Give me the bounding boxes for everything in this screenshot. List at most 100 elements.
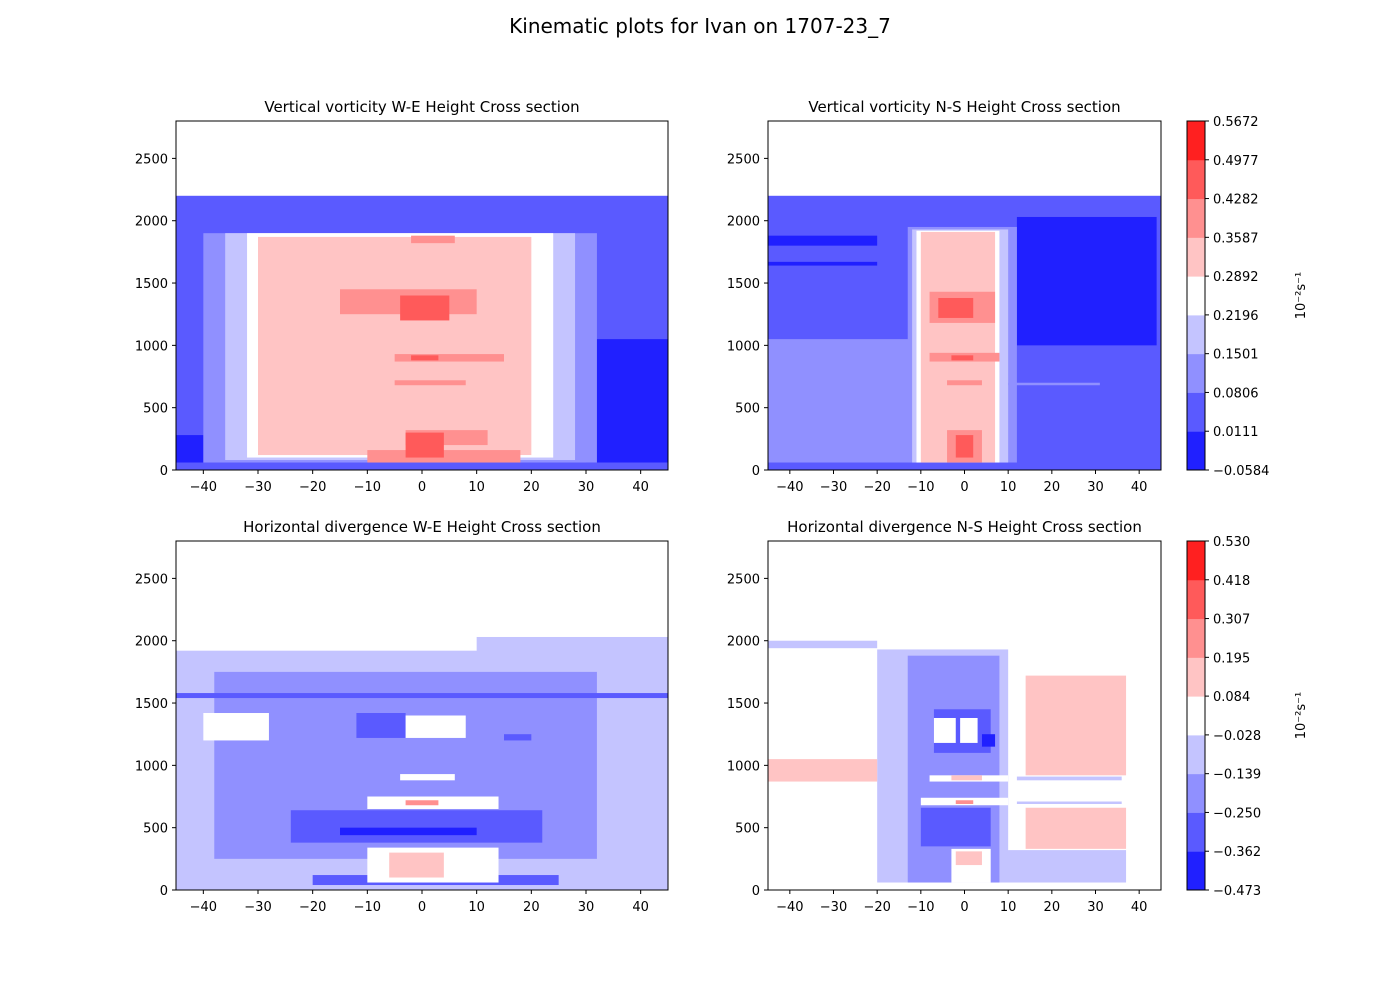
colorbar-frame [1186, 540, 1206, 891]
x-tick-label: −30 [244, 900, 271, 915]
contour-region [400, 774, 455, 781]
y-tick-label: 2500 [727, 152, 760, 167]
x-tick-label: −20 [863, 480, 890, 495]
contour-region [203, 713, 269, 741]
contour-region [405, 715, 466, 738]
x-tick-label: −30 [244, 480, 271, 495]
colorbar-segment [1187, 657, 1205, 697]
axes-title: Horizontal divergence N-S Height Cross s… [787, 518, 1142, 536]
x-tick-label: −10 [907, 900, 934, 915]
colorbar-frame [1186, 120, 1206, 471]
colorbar-label: 10⁻²s⁻¹ [1294, 272, 1309, 319]
y-tick-label: 1500 [135, 697, 168, 712]
contour-region [356, 713, 406, 738]
contour-region [955, 851, 982, 866]
x-tick-label: −30 [820, 900, 847, 915]
y-tick-label: 0 [752, 884, 760, 899]
axes-title: Vertical vorticity N-S Height Cross sect… [808, 98, 1120, 116]
chart-panel-1: Vertical vorticity W-E Height Cross sect… [135, 98, 669, 495]
x-tick-label: 10 [468, 900, 485, 915]
y-tick-label: 1000 [727, 759, 760, 774]
colorbar-segment [1187, 159, 1205, 200]
x-tick-label: 40 [632, 900, 649, 915]
contour-region [405, 800, 439, 806]
contour-region [951, 775, 982, 781]
x-tick-label: 10 [1000, 900, 1017, 915]
contour-region [960, 717, 978, 743]
colorbar-segment [1187, 237, 1205, 277]
x-tick-label: 0 [418, 480, 426, 495]
figure-title: Kinematic plots for Ivan on 1707-23_7 [509, 14, 891, 38]
contour-region [920, 231, 996, 463]
x-tick-label: −10 [907, 480, 934, 495]
y-tick-label: 2500 [135, 572, 168, 587]
colorbar-tick-label: −0.362 [1213, 845, 1261, 860]
contour-region [586, 339, 668, 463]
contour-region [476, 636, 668, 654]
y-tick-label: 500 [143, 822, 168, 837]
contour-region [955, 435, 974, 458]
x-tick-label: 20 [1044, 900, 1061, 915]
y-tick-label: 2500 [135, 152, 168, 167]
x-tick-label: 20 [523, 480, 540, 495]
x-tick-label: 0 [418, 900, 426, 915]
x-tick-label: −40 [776, 480, 803, 495]
x-tick-label: 30 [578, 900, 595, 915]
contour-region [411, 355, 439, 361]
contour-region [768, 759, 878, 782]
y-tick-label: 2000 [727, 635, 760, 650]
y-tick-label: 500 [143, 402, 168, 417]
colorbar-tick-label: −0.139 [1213, 768, 1261, 783]
x-tick-label: 20 [523, 900, 540, 915]
contour-region [394, 380, 466, 386]
colorbar-segment [1187, 618, 1205, 658]
colorbar: −0.473 −0.362 −0.250 −0.139 −0.028 0.084 0.195… [1186, 535, 1309, 899]
contour-region [768, 261, 878, 266]
contour-region [394, 354, 504, 362]
colorbar-tick-label: 0.1501 [1213, 348, 1259, 363]
contour-region [504, 734, 532, 741]
y-tick-label: 0 [752, 464, 760, 479]
contour-region [405, 432, 444, 458]
contour-region [176, 435, 204, 463]
axes-title: Vertical vorticity W-E Height Cross sect… [264, 98, 579, 116]
colorbar-tick-label: −0.028 [1213, 729, 1261, 744]
y-tick-label: 1500 [135, 277, 168, 292]
x-tick-label: 30 [1087, 480, 1104, 495]
colorbar-segment [1187, 812, 1205, 852]
colorbar-tick-label: 0.2196 [1213, 309, 1259, 324]
contour-region [768, 235, 878, 246]
x-tick-label: 20 [1044, 480, 1061, 495]
colorbar-segment [1187, 579, 1205, 620]
x-tick-label: 40 [632, 480, 649, 495]
x-tick-label: −30 [820, 480, 847, 495]
contour-region [938, 297, 974, 318]
y-tick-label: 1500 [727, 277, 760, 292]
colorbar-label: 10⁻²s⁻¹ [1294, 692, 1309, 739]
colorbar-segment [1187, 851, 1205, 891]
colorbar-tick-label: 0.2892 [1213, 270, 1259, 285]
colorbar-tick-label: 0.0111 [1213, 425, 1259, 440]
chart-panel-3: Horizontal divergence W-E Height Cross s… [135, 518, 669, 915]
colorbar-tick-label: 0.530 [1213, 535, 1250, 550]
contour-region [1016, 801, 1122, 804]
contour-region [920, 807, 991, 847]
colorbar-segment [1187, 541, 1205, 581]
contour-region [340, 827, 477, 836]
x-tick-label: 10 [1000, 480, 1017, 495]
contour-region [389, 852, 444, 878]
y-tick-label: 1500 [727, 697, 760, 712]
colorbar-segment [1187, 314, 1205, 355]
x-tick-label: −20 [299, 900, 326, 915]
contour-region [290, 810, 543, 843]
x-tick-label: 10 [468, 480, 485, 495]
contour-region [1016, 216, 1157, 346]
x-tick-label: −10 [354, 480, 381, 495]
x-tick-label: −40 [190, 900, 217, 915]
colorbar-segment [1187, 198, 1205, 238]
contour-region [400, 295, 450, 321]
y-tick-label: 0 [160, 884, 168, 899]
contour-region [367, 450, 521, 463]
colorbar-segment [1187, 431, 1205, 471]
